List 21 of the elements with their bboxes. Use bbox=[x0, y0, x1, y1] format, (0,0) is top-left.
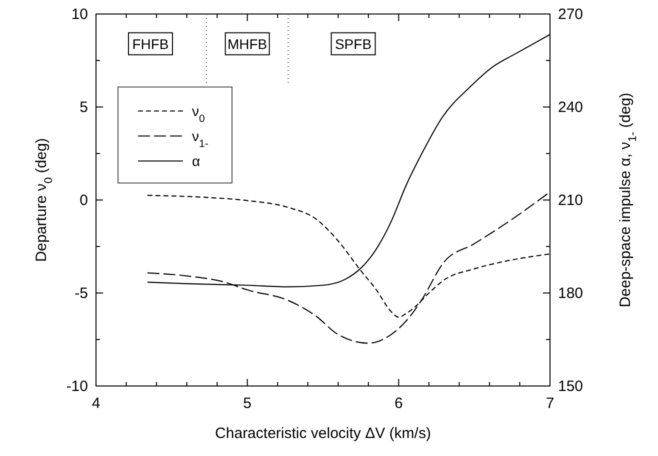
x-tick-label: 7 bbox=[546, 395, 554, 412]
annotation: MHFB bbox=[227, 36, 268, 52]
y-tick-label: 10 bbox=[71, 6, 88, 23]
legend-label: ν$_{1-}$ bbox=[192, 128, 209, 150]
legend-label: ν$_{0}$ bbox=[192, 103, 205, 125]
y-tick-label: -10 bbox=[66, 378, 88, 395]
y-tick-label: 0 bbox=[80, 192, 88, 209]
y2-tick-label: 150 bbox=[558, 378, 584, 395]
x-tick-label: 6 bbox=[394, 395, 403, 412]
y-tick-label: -5 bbox=[74, 285, 88, 302]
annotation: SPFB bbox=[334, 36, 372, 52]
x-tick-label: 5 bbox=[243, 395, 252, 412]
y-tick-label: 5 bbox=[80, 99, 88, 116]
x-tick-label: 4 bbox=[92, 395, 100, 412]
y2-tick-label: 240 bbox=[558, 99, 584, 116]
y2-tick-label: 270 bbox=[558, 6, 584, 23]
y2-tick-label: 180 bbox=[558, 285, 584, 302]
legend-label: α bbox=[192, 153, 200, 169]
y2-tick-label: 210 bbox=[558, 192, 584, 209]
x-axis-title: Characteristic velocity ΔV (km/s) bbox=[215, 425, 431, 442]
annotation: FHFB bbox=[132, 36, 169, 52]
